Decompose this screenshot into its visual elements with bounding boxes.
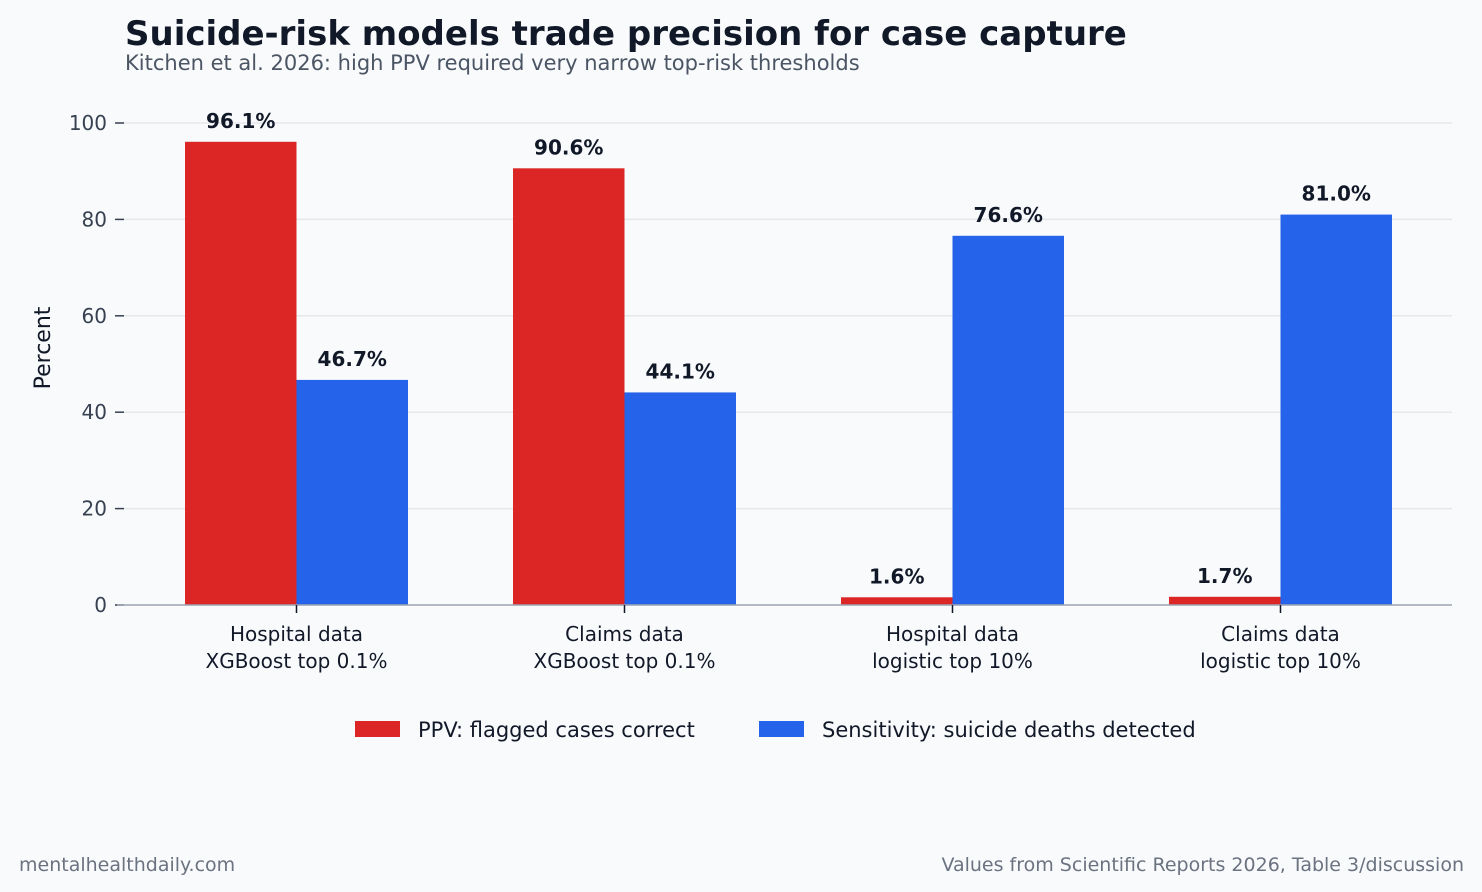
legend-swatch [355,721,400,737]
x-axis: Hospital data XGBoost top 0.1% Claims data… [206,605,1361,673]
bar [296,379,408,605]
data-label: 81.0% [1302,182,1371,206]
x-tick-label: logistic top 10% [1200,649,1361,673]
x-tick-label: XGBoost top 0.1% [534,649,716,673]
y-tick-label: 100 [69,111,107,135]
bars [185,141,1392,606]
legend-label: PPV: flagged cases correct [418,718,695,742]
x-tick-label: Claims data [1221,622,1340,646]
y-axis-label: Percent [31,306,56,389]
data-label: 46.7% [318,347,387,371]
x-tick-label: Claims data [565,622,684,646]
bar [185,141,297,605]
x-tick-label: Hospital data [886,622,1019,646]
data-label: 1.6% [869,564,924,588]
bar [624,392,736,605]
y-tick-label: 80 [82,207,107,231]
y-tick-label: 60 [82,304,107,328]
x-tick-label: logistic top 10% [872,649,1033,673]
y-tick-label: 40 [82,400,107,424]
footer-citation: Values from Scientific Reports 2026, Tab… [941,854,1464,876]
x-tick-label: XGBoost top 0.1% [206,649,388,673]
y-tick-label: 20 [82,497,107,521]
bar [1169,596,1281,605]
bar [1280,214,1392,605]
x-tick-label: Hospital data [230,622,363,646]
footer-source-site: mentalhealthdaily.com [19,854,235,876]
legend: PPV: flagged cases correct Sensitivity: s… [355,718,1196,742]
chart-title: Suicide-risk models trade precision for … [125,14,1127,54]
data-label: 44.1% [646,359,715,383]
bar [513,168,625,606]
bar [952,235,1064,605]
data-label: 90.6% [534,135,603,159]
data-label: 1.7% [1197,564,1252,588]
legend-swatch [759,721,804,737]
y-axis: 0 20 40 60 80 100 [69,111,124,617]
chart-subtitle: Kitchen et al. 2026: high PPV required v… [125,51,860,75]
data-label: 76.6% [974,203,1043,227]
data-labels: 96.1% 46.7% 90.6% 44.1% 1.6% 76.6% 1.7% 81.0% [206,109,1371,588]
legend-label: Sensitivity: suicide deaths detected [822,718,1196,742]
y-tick-label: 0 [94,593,107,617]
data-label: 96.1% [206,109,275,133]
bar [841,597,953,605]
